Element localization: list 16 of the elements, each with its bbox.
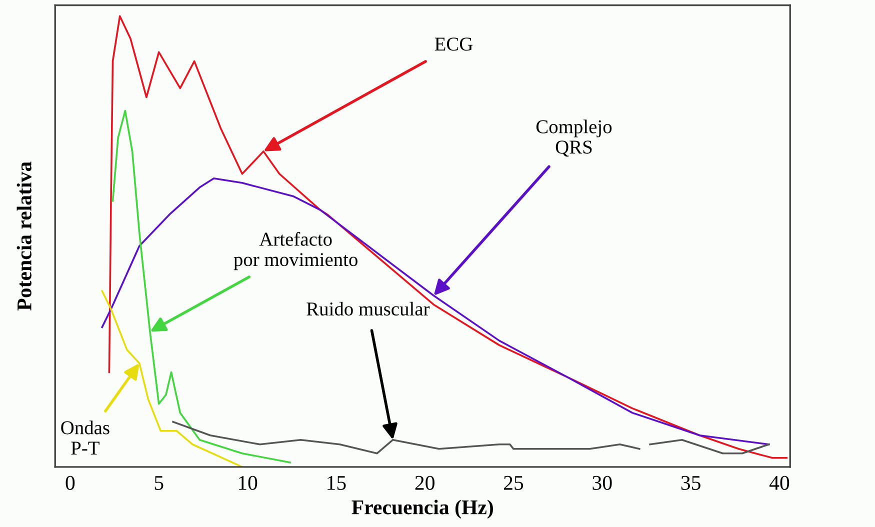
annotation: Ruido muscular	[306, 302, 430, 316]
x-tick-label: 35	[681, 476, 700, 490]
x-tick-label: 40	[769, 476, 790, 490]
x-tick-label: 30	[592, 476, 612, 490]
annotation: Ondas P-T	[61, 420, 110, 454]
annotation: ECG	[434, 38, 473, 51]
annotation: Complejo QRS	[536, 120, 612, 157]
x-tick-label: 25	[504, 476, 524, 490]
x-tick-label: 10	[238, 476, 258, 490]
y-axis-title: Potencia relativa	[16, 162, 32, 310]
x-tick-label: 15	[328, 476, 346, 490]
x-tick-label: 0	[66, 476, 75, 490]
x-tick-label: 5	[154, 476, 164, 490]
x-tick-label: 20	[415, 476, 434, 490]
x-axis-title: Frecuencia (Hz)	[352, 500, 493, 519]
annotation: Artefacto por movimiento	[234, 232, 358, 270]
